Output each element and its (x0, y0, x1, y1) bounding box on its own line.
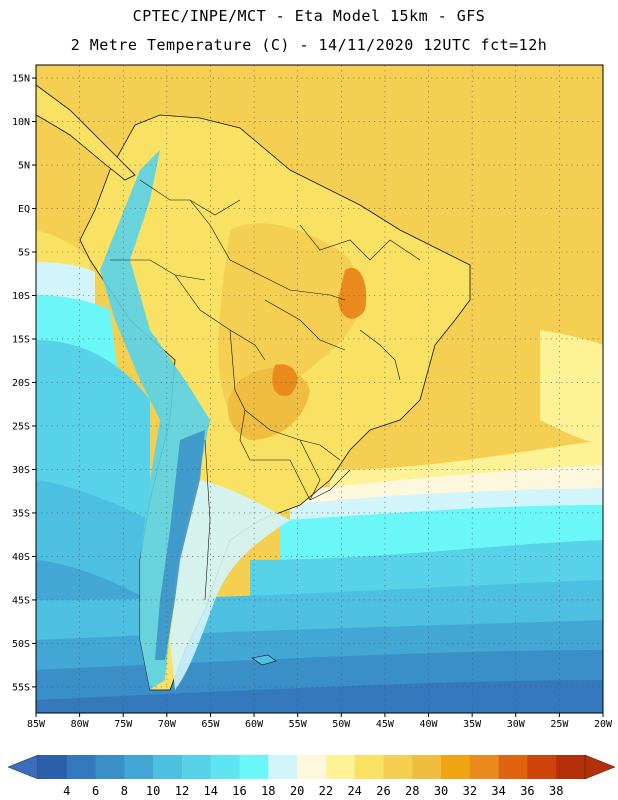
lat-label: 10N (12, 117, 30, 128)
colorbar-swatch (441, 755, 471, 779)
colorbar-label: 12 (175, 784, 189, 798)
temperature-colorbar: 4 6 8 10 12 14 16 18 20 22 24 26 28 30 32 34 36 38 (7, 754, 616, 798)
lon-label: 60W (245, 719, 264, 730)
andes-cold-strip (100, 150, 210, 690)
colorbar-swatch (181, 755, 212, 779)
map-title: CPTEC/INPE/MCT - Eta Model 15km - GFS (132, 7, 486, 25)
andes-coldest-strip (155, 430, 205, 660)
lat-label: EQ (18, 204, 30, 215)
colorbar-swatch (38, 755, 68, 779)
lat-label: 5S (18, 248, 30, 259)
colorbar-label: 18 (261, 784, 275, 798)
colorbar-label: 16 (232, 784, 246, 798)
lat-label: 15N (12, 74, 30, 85)
colorbar-underflow-arrow (7, 754, 39, 780)
colorbar-label: 28 (405, 784, 419, 798)
colorbar-swatch (153, 755, 183, 779)
colorbar-swatch (469, 755, 499, 779)
colorbar-label: 24 (347, 784, 361, 798)
interior-warm-area (218, 223, 360, 410)
map-plot-area (36, 65, 603, 713)
colorbar-label: 36 (520, 784, 534, 798)
colorbar-swatch (297, 755, 327, 779)
colorbar-swatch (239, 755, 269, 779)
colorbar-label: 6 (92, 784, 99, 798)
lon-label: 45W (376, 719, 395, 730)
colorbar-swatch (412, 755, 442, 779)
colorbar-swatch (498, 755, 528, 779)
colorbar-label: 32 (463, 784, 477, 798)
colorbar-swatch (325, 755, 355, 779)
colorbar-overflow-arrow (584, 754, 616, 780)
lon-label: 20W (594, 719, 613, 730)
longitude-axis: 85W 80W 75W 70W 65W 60W 55W 50W 45W 40W 35W 30W 25W 2… (27, 713, 613, 730)
lon-label: 40W (420, 719, 439, 730)
atlantic-east-yellow (540, 330, 603, 445)
lat-label: 55S (12, 682, 30, 693)
falkland-islands (251, 654, 277, 666)
lat-label: 35S (12, 508, 30, 519)
colorbar-swatch (268, 755, 298, 779)
colorbar-label: 22 (319, 784, 333, 798)
colorbar-swatch (527, 755, 557, 779)
lat-label: 5N (18, 161, 30, 172)
lon-label: 65W (201, 719, 220, 730)
lon-label: 55W (289, 719, 308, 730)
lon-label: 35W (463, 719, 482, 730)
lon-label: 80W (71, 719, 90, 730)
country-borders (110, 179, 421, 601)
map-frame (35, 64, 604, 714)
lon-label: 25W (550, 719, 569, 730)
colorbar-label: 10 (146, 784, 160, 798)
colorbar-label: 38 (549, 784, 563, 798)
colorbar-label: 14 (204, 784, 218, 798)
hotspot-pantanal (272, 364, 298, 396)
colorbar-swatch (66, 755, 96, 779)
lon-label: 70W (158, 719, 177, 730)
colorbar-swatch (556, 755, 586, 779)
lat-label: 45S (12, 595, 30, 606)
lon-label: 85W (27, 719, 46, 730)
lat-label: 30S (12, 465, 30, 476)
colorbar-swatch (95, 755, 125, 779)
colorbar-swatch (383, 755, 413, 779)
colorbar-swatch (354, 755, 384, 779)
colorbar-label: 8 (121, 784, 128, 798)
lat-label: 25S (12, 421, 30, 432)
graticule (36, 65, 603, 713)
lat-label: 50S (12, 639, 30, 650)
colorbar-label: 26 (376, 784, 390, 798)
latitude-axis: 15N 10N 5N EQ 5S 10S 15S 20S 25S 30S 35S 40S 45S 50S 5… (12, 74, 36, 693)
patagonia-cool-area (170, 480, 290, 690)
lat-label: 10S (12, 291, 30, 302)
hotspot-central-brazil (338, 267, 367, 319)
colorbar-label: 30 (434, 784, 448, 798)
lat-label: 40S (12, 552, 30, 563)
map-subtitle: 2 Metre Temperature (C) - 14/11/2020 12U… (70, 36, 548, 54)
lat-label: 15S (12, 334, 30, 345)
colorbar-label: 34 (491, 784, 505, 798)
lon-label: 75W (114, 719, 133, 730)
lon-label: 30W (507, 719, 526, 730)
lat-label: 20S (12, 378, 30, 389)
colorbar-swatch (210, 755, 240, 779)
colorbar-label: 4 (63, 784, 70, 798)
colorbar-swatch (124, 755, 154, 779)
lon-label: 50W (332, 719, 351, 730)
southern-deepest-band (36, 680, 603, 713)
colorbar-label: 20 (290, 784, 304, 798)
central-america-land (36, 84, 136, 181)
